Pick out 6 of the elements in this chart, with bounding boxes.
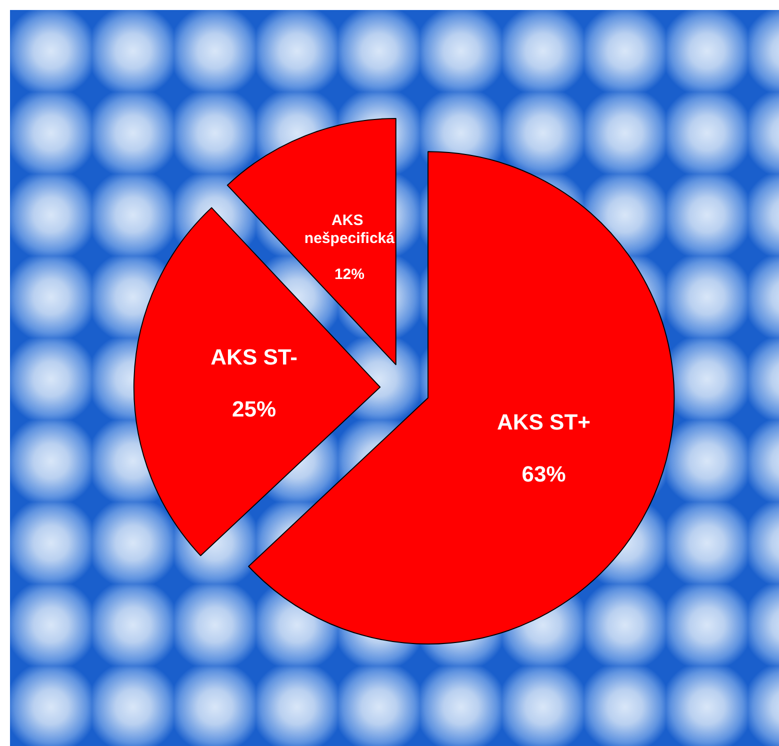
slice-label: AKS ST- (210, 344, 298, 370)
data-label: 25% (232, 396, 276, 422)
slice-label: AKS ST+ (496, 409, 591, 434)
data-label: 63% (522, 461, 566, 486)
data-label: 12% (334, 266, 364, 283)
slice-label: AKS nešpecifická (304, 212, 396, 247)
